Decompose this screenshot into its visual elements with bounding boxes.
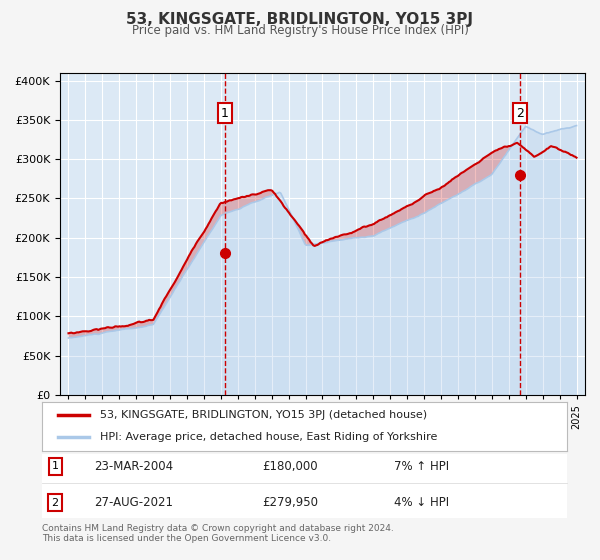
- Text: 1: 1: [221, 106, 229, 119]
- Text: 53, KINGSGATE, BRIDLINGTON, YO15 3PJ: 53, KINGSGATE, BRIDLINGTON, YO15 3PJ: [127, 12, 473, 27]
- Text: £279,950: £279,950: [263, 496, 319, 509]
- Text: 7% ↑ HPI: 7% ↑ HPI: [394, 460, 449, 473]
- Text: 2: 2: [516, 106, 524, 119]
- Text: HPI: Average price, detached house, East Riding of Yorkshire: HPI: Average price, detached house, East…: [100, 432, 437, 442]
- Text: 53, KINGSGATE, BRIDLINGTON, YO15 3PJ (detached house): 53, KINGSGATE, BRIDLINGTON, YO15 3PJ (de…: [100, 410, 427, 420]
- Text: £180,000: £180,000: [263, 460, 318, 473]
- Text: 27-AUG-2021: 27-AUG-2021: [95, 496, 173, 509]
- Text: 1: 1: [52, 461, 59, 472]
- Text: 4% ↓ HPI: 4% ↓ HPI: [394, 496, 449, 509]
- Text: 23-MAR-2004: 23-MAR-2004: [95, 460, 173, 473]
- Text: Contains HM Land Registry data © Crown copyright and database right 2024.
This d: Contains HM Land Registry data © Crown c…: [42, 524, 394, 543]
- Text: 2: 2: [52, 497, 59, 507]
- Text: Price paid vs. HM Land Registry's House Price Index (HPI): Price paid vs. HM Land Registry's House …: [131, 24, 469, 36]
